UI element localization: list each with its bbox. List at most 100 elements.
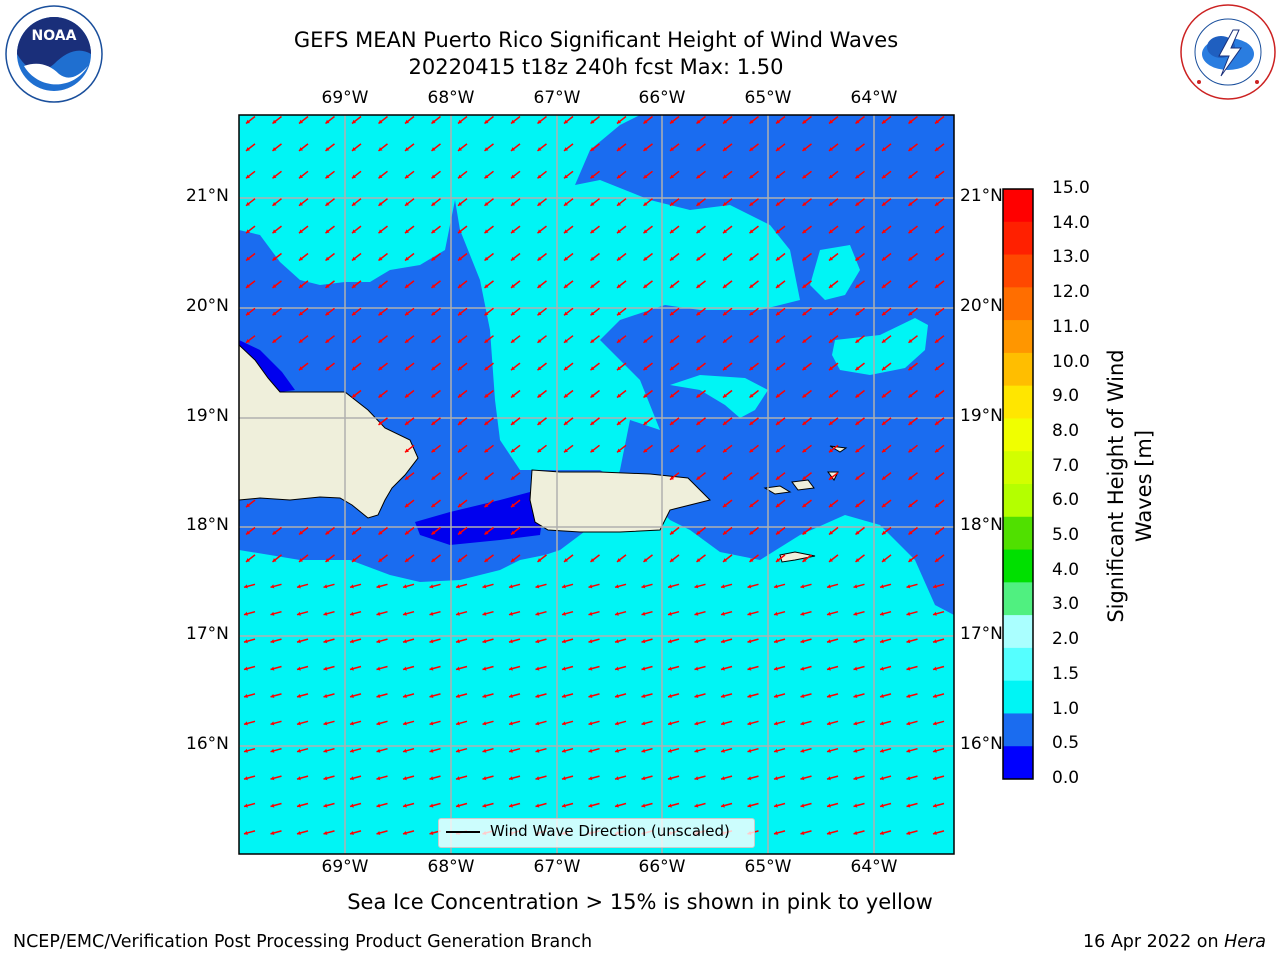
wave-direction-arrowhead — [535, 803, 540, 808]
wave-direction-arrowhead — [668, 803, 672, 808]
wave-direction-arrowhead — [723, 147, 727, 151]
wave-direction-arrowhead — [615, 639, 619, 644]
colorbar-swatch — [1003, 320, 1033, 354]
wave-direction-arrowhead — [800, 803, 805, 808]
wave-direction-arrowhead — [749, 229, 754, 234]
wave-direction-arrowhead — [829, 503, 833, 508]
wave-direction-arrowhead — [484, 421, 489, 425]
wave-direction-arrowhead — [270, 639, 275, 644]
wave-direction-arrowhead — [350, 694, 354, 698]
wave-direction-arrowhead — [456, 803, 460, 808]
wave-direction-arrowhead — [776, 201, 780, 206]
wave-direction-arrowhead — [484, 558, 489, 562]
wave-direction-arrowhead — [405, 393, 409, 398]
wave-direction-arrowhead — [350, 666, 354, 671]
wave-direction-arrowhead — [615, 584, 619, 589]
wave-direction-arrowhead — [458, 530, 462, 535]
wave-direction-arrowhead — [431, 174, 436, 179]
wave-direction-arrowhead — [458, 174, 462, 179]
colorbar-swatch — [1003, 418, 1033, 452]
wave-direction-arrowhead — [615, 748, 619, 753]
wave-direction-arrowhead — [537, 119, 542, 124]
wave-direction-arrowhead — [723, 393, 727, 398]
wave-direction-arrowhead — [562, 639, 566, 644]
wave-direction-arrowhead — [855, 338, 860, 343]
wave-direction-arrowhead — [299, 174, 303, 179]
wave-direction-arrowhead — [617, 393, 621, 398]
wave-direction-arrowhead — [776, 174, 780, 179]
wave-direction-arrowhead — [590, 393, 595, 398]
wave-direction-arrowhead — [352, 256, 356, 261]
wave-direction-arrowhead — [378, 393, 383, 398]
wave-direction-arrowhead — [482, 803, 487, 808]
wave-direction-arrowhead — [378, 284, 383, 288]
wave-direction-arrowhead — [774, 831, 778, 835]
wave-direction-arrowhead — [458, 393, 462, 398]
wave-direction-arrowhead — [482, 666, 487, 671]
wave-direction-arrowhead — [906, 776, 911, 781]
wave-direction-arrowhead — [802, 338, 807, 343]
wave-direction-arrowhead — [668, 666, 672, 671]
wave-direction-arrowhead — [299, 284, 303, 288]
wave-direction-arrowhead — [800, 831, 805, 835]
wave-direction-arrowhead — [906, 611, 911, 616]
wave-direction-arrowhead — [933, 611, 937, 616]
colorbar-swatch — [1003, 484, 1033, 518]
wave-direction-arrowhead — [696, 201, 701, 206]
wave-direction-arrowhead — [270, 803, 275, 808]
wave-direction-arrowhead — [723, 558, 727, 562]
wave-direction-arrowhead — [535, 611, 540, 616]
wave-direction-arrowhead — [749, 174, 754, 179]
wave-direction-arrowhead — [350, 639, 354, 644]
wave-direction-arrowhead — [696, 558, 701, 562]
wave-direction-arrowhead — [617, 256, 621, 261]
wave-direction-arrowhead — [617, 284, 621, 288]
wave-direction-arrowhead — [774, 721, 778, 726]
wave-direction-arrowhead — [641, 694, 646, 698]
wave-direction-arrowhead — [272, 284, 277, 288]
lat-label-left: 19°N — [186, 406, 229, 426]
wave-direction-arrowhead — [696, 448, 701, 453]
wave-direction-arrowhead — [562, 694, 566, 698]
wave-direction-arrowhead — [590, 311, 595, 316]
wave-direction-arrowhead — [908, 448, 913, 453]
wind-wave-direction-arrows — [243, 115, 945, 835]
lat-label-left: 20°N — [186, 296, 229, 316]
wave-direction-arrowhead — [723, 311, 727, 316]
wave-direction-arrowhead — [749, 256, 754, 261]
footer-credit: NCEP/EMC/Verification Post Processing Pr… — [13, 932, 593, 952]
lon-label-top: 65°W — [744, 88, 792, 108]
wave-direction-arrowhead — [776, 393, 780, 398]
wave-direction-arrowhead — [272, 229, 277, 234]
wave-direction-arrowhead — [853, 803, 858, 808]
wave-direction-arrowhead — [668, 639, 672, 644]
wave-direction-arrowhead — [456, 721, 460, 726]
wave-direction-arrowhead — [694, 584, 699, 589]
wave-direction-arrowhead — [297, 694, 301, 698]
wave-direction-arrowhead — [588, 611, 593, 616]
wave-direction-arrowhead — [643, 393, 648, 398]
wave-direction-arrowhead — [696, 530, 701, 535]
wave-direction-arrowhead — [482, 611, 487, 616]
wave-direction-arrowhead — [829, 201, 833, 206]
wave-direction-arrowhead — [590, 421, 595, 425]
wave-direction-arrowhead — [829, 174, 833, 179]
wave-direction-arrowhead — [933, 639, 937, 644]
wave-direction-arrowhead — [590, 256, 595, 261]
wave-direction-arrowhead — [853, 776, 858, 781]
wave-direction-arrowhead — [297, 721, 301, 726]
wave-direction-arrowhead — [297, 611, 301, 616]
colorbar-tick-label: 12.0 — [1052, 282, 1090, 303]
wave-direction-arrowhead — [509, 611, 513, 616]
wave-direction-arrowhead — [299, 558, 303, 562]
wave-direction-arrowhead — [537, 201, 542, 206]
wave-direction-arrowhead — [802, 475, 807, 480]
wave-direction-arrowhead — [323, 611, 328, 616]
wave-direction-arrowhead — [246, 284, 250, 288]
wave-direction-arrowhead — [588, 584, 593, 589]
wave-direction-arrowhead — [246, 229, 250, 234]
wave-direction-arrowhead — [511, 201, 515, 206]
colorbar — [1002, 188, 1034, 780]
wave-direction-arrowhead — [458, 558, 462, 562]
wave-direction-arrowhead — [855, 201, 860, 206]
